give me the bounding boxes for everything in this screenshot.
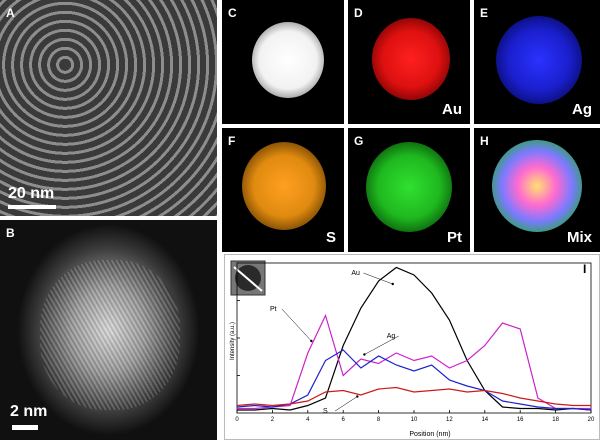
scale-bar-b: [12, 425, 38, 430]
element-label-au: Au: [442, 101, 462, 118]
element-label-ag: Ag: [572, 101, 592, 118]
series-line-ag: [236, 349, 592, 411]
inset-scan-line: [233, 266, 263, 292]
particle-red: [372, 18, 450, 100]
x-tick-label: 18: [552, 417, 559, 423]
particle-mixed: [492, 140, 582, 232]
panel-letter-a: A: [6, 6, 15, 20]
x-tick-label: 14: [481, 417, 488, 423]
series-line-au: [237, 266, 592, 411]
panel-letter-f: F: [228, 134, 236, 148]
ag-map-panel: E Ag: [474, 0, 600, 124]
tem-overview-panel: A 20 nm: [0, 0, 217, 216]
annotation-label-au: Au: [351, 270, 360, 277]
x-tick-label: 2: [271, 417, 275, 423]
x-tick-label: 20: [588, 417, 595, 423]
annotation-arrow-au: [363, 272, 393, 285]
x-tick-label: 6: [342, 417, 346, 423]
haadf-particle-panel: B 2 nm: [0, 220, 217, 440]
panel-letter-i: I: [583, 262, 586, 276]
annotation-label-pt: Pt: [270, 306, 277, 313]
panel-letter-b: B: [6, 226, 15, 240]
x-tick-label: 0: [235, 417, 239, 423]
annotation-label-ag: Ag: [387, 333, 396, 340]
panel-letter-e: E: [480, 6, 489, 20]
particle-blue: [496, 16, 582, 104]
x-tick-label: 8: [377, 417, 381, 423]
line-profile-chart: 0 2 4 6 8 10 12 14 16 18 20 Au Pt Ag S Intensity (a.u…: [230, 260, 595, 438]
x-axis-label: Position (nm): [409, 431, 450, 438]
lattice-fringes: [40, 260, 180, 410]
scale-label-b: 2 nm: [10, 403, 48, 420]
annotation-label-s: S: [323, 408, 328, 415]
y-axis-label: Intensity (a.u.): [230, 322, 236, 360]
x-tick-label: 12: [446, 417, 453, 423]
panel-letter-g: G: [354, 134, 364, 148]
annotation-arrowhead-s: [356, 395, 359, 398]
element-label-pt: Pt: [447, 229, 462, 246]
annotation-arrowhead-ag: [363, 353, 366, 356]
x-tick-label: 4: [306, 417, 310, 423]
annotation-arrow-s: [334, 396, 358, 412]
element-label-s: S: [325, 229, 336, 246]
series-line-pt: [237, 313, 591, 410]
element-label-mix: Mix: [566, 229, 592, 246]
panel-letter-d: D: [354, 6, 363, 20]
line-profile-panel: 0 2 4 6 8 10 12 14 16 18 20 Au Pt Ag S Intensity (a.u…: [224, 254, 600, 440]
x-tick-label: 16: [517, 417, 524, 423]
x-tick-label: 10: [411, 417, 418, 423]
scale-label-a: 20 nm: [8, 185, 55, 202]
pt-map-panel: G Pt: [348, 128, 470, 252]
particle-white: [252, 22, 324, 98]
annotation-arrowhead-pt: [310, 339, 313, 343]
panel-letter-h: H: [480, 134, 489, 148]
particle-green: [366, 142, 452, 232]
particle-orange: [242, 142, 326, 230]
au-map-panel: D Au: [348, 0, 470, 124]
haadf-map-panel: C: [222, 0, 344, 124]
series-line-s: [236, 386, 591, 407]
annotation-arrowhead-au: [391, 282, 394, 286]
annotation-arrow-pt: [281, 308, 312, 342]
panel-letter-c: C: [228, 6, 237, 20]
mix-map-panel: H Mix: [474, 128, 600, 252]
annotation-arrow-ag: [364, 335, 399, 355]
s-map-panel: F S: [222, 128, 344, 252]
plot-frame: [236, 262, 592, 414]
scale-bar-a: [8, 205, 56, 209]
